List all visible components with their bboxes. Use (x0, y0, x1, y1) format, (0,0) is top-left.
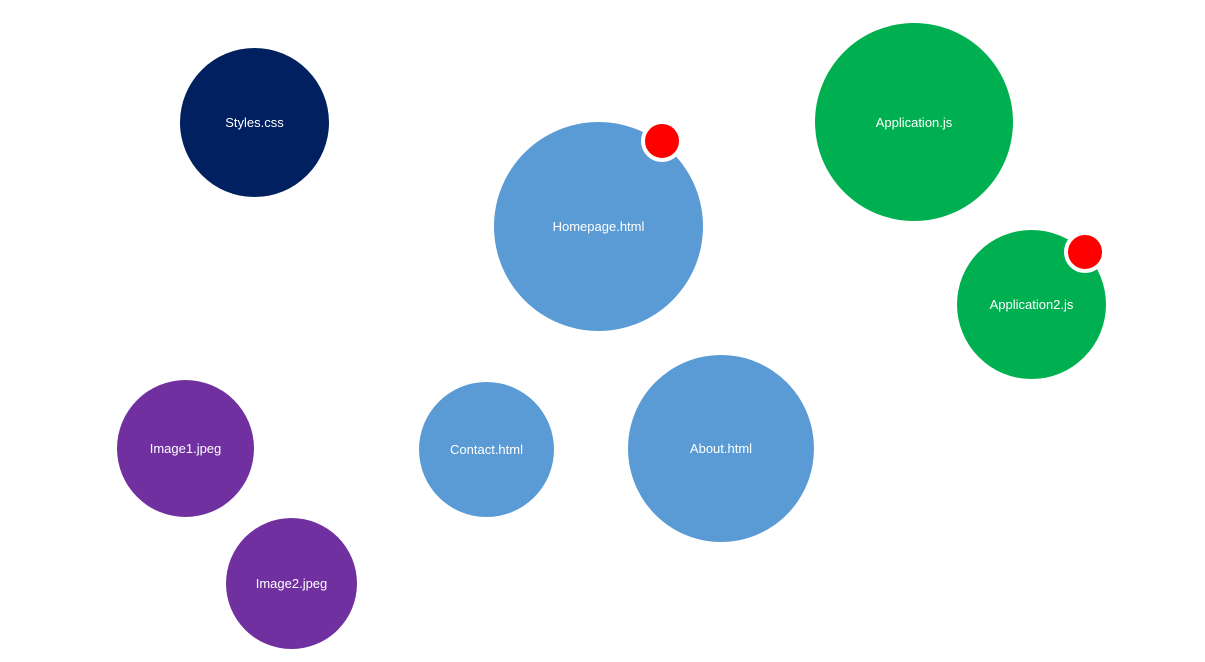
node-label: Image1.jpeg (149, 441, 222, 456)
node-label: Application2.js (989, 297, 1074, 312)
notification-dot-icon (641, 120, 683, 162)
node-styles-css[interactable]: Styles.css (180, 48, 329, 197)
notification-dot-icon (1064, 231, 1106, 273)
node-contact-html[interactable]: Contact.html (419, 382, 554, 517)
node-image1-jpeg[interactable]: Image1.jpeg (117, 380, 254, 517)
node-label: Styles.css (225, 115, 284, 130)
node-label: Application.js (875, 114, 953, 130)
node-image2-jpeg[interactable]: Image2.jpeg (226, 518, 357, 649)
node-label: Image2.jpeg (255, 576, 328, 591)
node-application-js[interactable]: Application.js (815, 23, 1013, 221)
node-label: Homepage.html (552, 219, 645, 234)
node-label: About.html (689, 441, 753, 456)
node-label: Contact.html (450, 442, 523, 457)
node-about-html[interactable]: About.html (628, 355, 814, 542)
